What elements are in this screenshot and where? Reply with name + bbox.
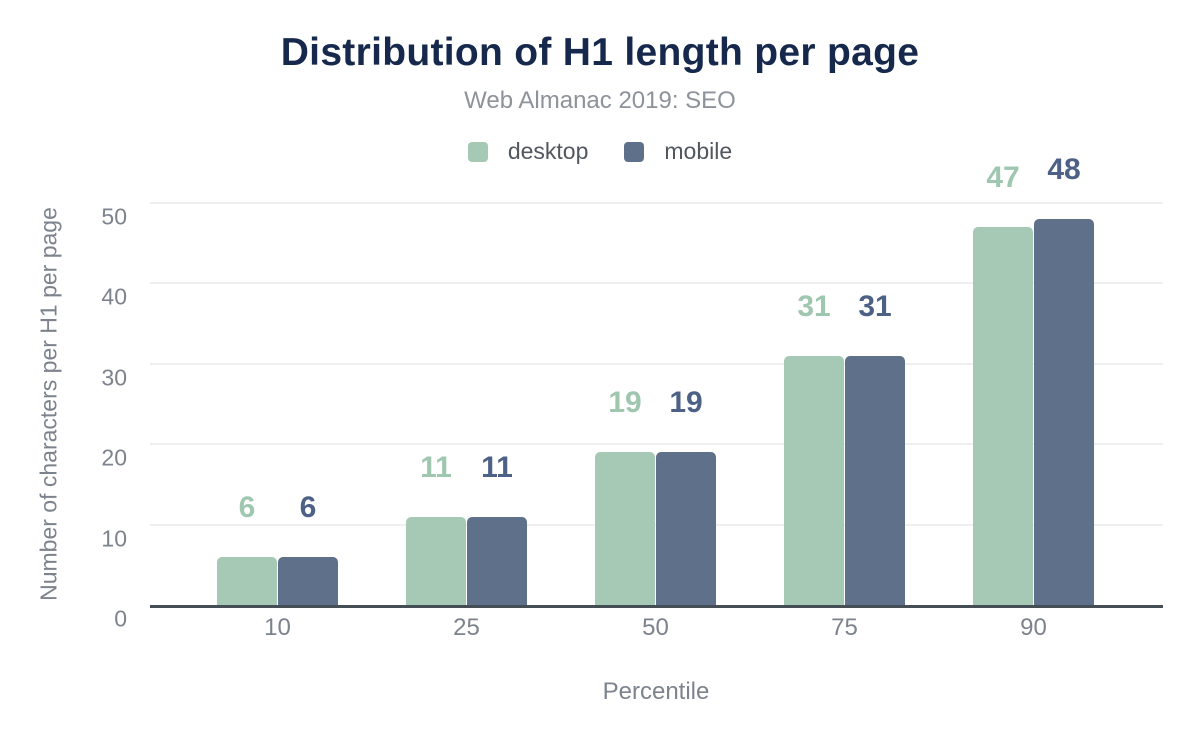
y-axis-title: Number of characters per H1 per page xyxy=(35,207,62,601)
bar-desktop-p50[interactable] xyxy=(595,452,655,605)
bar-value-label-mobile-p90: 48 xyxy=(1047,153,1081,187)
plot-area: 6 6 11 11 19 19 31 31 47 48 xyxy=(150,155,1163,608)
bar-value-label-mobile-p10: 6 xyxy=(299,490,317,524)
bar-value-label-mobile-p75: 31 xyxy=(858,289,892,323)
x-axis-title: Percentile xyxy=(602,678,710,705)
bar-desktop-p75[interactable] xyxy=(784,355,844,605)
legend-label-mobile: mobile xyxy=(664,138,733,164)
x-tick-label: 75 xyxy=(831,614,858,641)
legend: desktop mobile xyxy=(0,138,1200,165)
y-tick-label: 20 xyxy=(101,444,127,471)
y-tick-label: 40 xyxy=(101,283,127,310)
x-tick-label: 10 xyxy=(264,614,291,641)
bar-value-label-desktop-p10: 6 xyxy=(238,490,256,524)
bar-mobile-p90[interactable] xyxy=(1034,219,1094,605)
legend-item-mobile: mobile xyxy=(624,138,732,165)
bar-value-label-mobile-p25: 11 xyxy=(481,450,513,484)
bar-mobile-p75[interactable] xyxy=(845,355,905,605)
bar-mobile-p50[interactable] xyxy=(656,452,716,605)
legend-label-desktop: desktop xyxy=(507,138,589,164)
bar-desktop-p10[interactable] xyxy=(217,556,277,605)
gridline-y-30 xyxy=(150,362,1163,365)
bar-desktop-p25[interactable] xyxy=(406,516,466,605)
chart-subtitle: Web Almanac 2019: SEO xyxy=(464,87,736,114)
gridline-y-50 xyxy=(150,202,1163,204)
x-tick-label: 50 xyxy=(642,614,669,641)
bar-value-label-desktop-p90: 47 xyxy=(986,161,1020,195)
x-axis-line xyxy=(150,605,1163,608)
y-tick-label: 10 xyxy=(101,525,127,552)
legend-item-desktop: desktop xyxy=(467,138,589,165)
bar-value-label-mobile-p50: 19 xyxy=(669,386,703,420)
gridline-y-20 xyxy=(150,443,1163,446)
bar-value-label-desktop-p75: 31 xyxy=(797,289,831,323)
y-tick-label: 0 xyxy=(114,605,127,632)
bar-value-label-desktop-p50: 19 xyxy=(608,386,642,420)
x-tick-label: 90 xyxy=(1020,614,1047,641)
bar-value-label-desktop-p25: 11 xyxy=(420,450,452,484)
mobile-swatch-icon xyxy=(624,141,645,162)
bar-mobile-p10[interactable] xyxy=(278,556,338,605)
bar-desktop-p90[interactable] xyxy=(973,227,1033,605)
y-tick-label: 50 xyxy=(101,203,127,230)
x-tick-label: 25 xyxy=(453,614,480,641)
chart-title: Distribution of H1 length per page xyxy=(280,31,920,74)
bar-mobile-p25[interactable] xyxy=(467,516,527,605)
y-tick-label: 30 xyxy=(101,364,127,391)
desktop-swatch-icon xyxy=(467,141,488,162)
gridline-y-40 xyxy=(150,282,1163,285)
